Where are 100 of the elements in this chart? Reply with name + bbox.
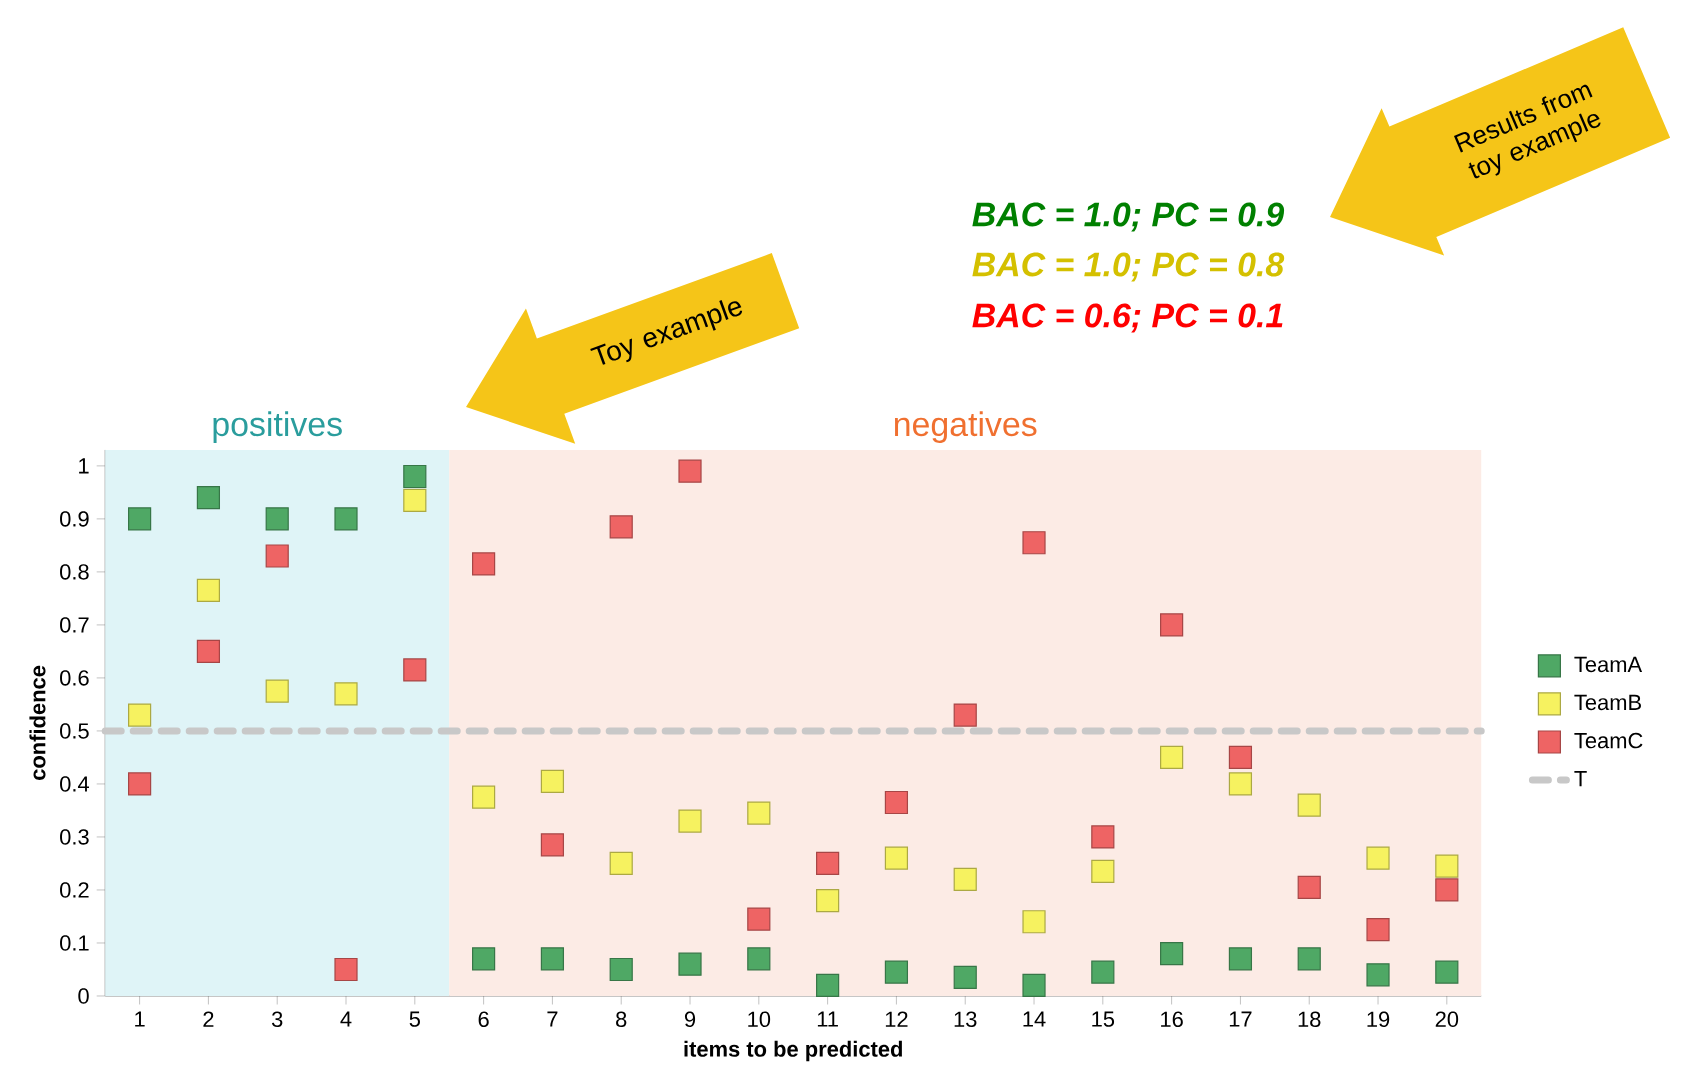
point <box>747 907 771 931</box>
point <box>747 801 771 825</box>
x-tick-label: 11 <box>817 1011 838 1027</box>
band-label: positives <box>213 411 342 443</box>
x-tick-label: 1 <box>135 1011 145 1027</box>
x-tick-label: 3 <box>271 1011 283 1028</box>
point <box>128 772 152 796</box>
x-tick-label: 18 <box>1298 1011 1321 1028</box>
point <box>334 957 358 982</box>
x-tick-label: 13 <box>954 1011 977 1028</box>
point <box>1091 960 1115 984</box>
point <box>128 703 152 727</box>
point <box>1022 910 1046 934</box>
x-tick-label: 19 <box>1367 1011 1390 1028</box>
x-tick-label: 7 <box>547 1011 558 1027</box>
y-tick-label: 0.6 <box>60 670 89 686</box>
x-tick-label: 5 <box>409 1011 420 1027</box>
point <box>1366 846 1390 870</box>
point <box>678 459 702 483</box>
point <box>540 833 565 857</box>
point <box>678 952 702 976</box>
y-tick-label: 0.7 <box>60 617 89 633</box>
text: BAC = 0.6; PC = 0.1 <box>972 303 1283 333</box>
point <box>953 867 977 891</box>
point <box>1091 825 1115 849</box>
x-tick-label: 15 <box>1092 1011 1115 1027</box>
point <box>1297 875 1321 899</box>
point <box>265 544 289 568</box>
point <box>609 515 633 539</box>
point <box>128 507 152 531</box>
point <box>1091 859 1115 884</box>
x-tick-label: 20 <box>1435 1011 1459 1028</box>
x-tick-label: 14 <box>1023 1011 1046 1027</box>
x-tick-label: 9 <box>684 1011 696 1028</box>
legend-label: TeamC <box>1574 732 1643 749</box>
point <box>884 846 909 870</box>
x-axis-title: items to be predicted <box>684 1040 902 1062</box>
point <box>1297 793 1321 817</box>
point <box>678 809 702 833</box>
point <box>1366 918 1390 942</box>
point <box>540 769 565 793</box>
point <box>1435 878 1459 902</box>
point <box>747 947 771 971</box>
point <box>472 785 496 809</box>
point <box>334 507 358 531</box>
point <box>816 851 840 876</box>
point <box>265 679 289 703</box>
point <box>609 957 633 982</box>
point <box>953 703 977 727</box>
point <box>1366 963 1390 987</box>
point <box>472 947 496 971</box>
y-tick-label: 0.3 <box>60 829 89 845</box>
x-tick-label: 10 <box>748 1011 771 1028</box>
point <box>1435 854 1459 878</box>
point <box>1022 973 1046 997</box>
point <box>196 486 221 510</box>
x-tick-label: 2 <box>203 1011 214 1027</box>
y-axis-title: confidence <box>29 665 46 780</box>
point <box>884 790 909 815</box>
point <box>884 960 909 984</box>
point <box>1160 941 1184 966</box>
point <box>403 488 427 512</box>
y-tick-label: 0.4 <box>60 776 89 792</box>
point <box>1435 960 1459 984</box>
y-tick-label: 0.2 <box>60 882 89 898</box>
point <box>609 851 633 876</box>
text: BAC = 1.0; PC = 0.8 <box>972 252 1285 282</box>
point <box>403 658 427 682</box>
y-tick-label: 0 <box>78 988 89 1004</box>
point <box>472 552 496 576</box>
point <box>1160 613 1184 637</box>
y-tick-label: 0.1 <box>60 935 89 951</box>
point <box>1228 745 1253 770</box>
point <box>334 682 358 706</box>
point <box>1228 947 1253 971</box>
point <box>953 965 977 990</box>
band-label: negatives <box>894 411 1037 443</box>
point <box>1022 531 1046 555</box>
legend-label: T <box>1574 771 1587 787</box>
x-tick-label: 6 <box>478 1011 489 1028</box>
x-tick-label: 12 <box>885 1011 908 1027</box>
point <box>265 507 289 531</box>
point <box>816 973 840 997</box>
legend-label: TeamB <box>1574 694 1641 711</box>
point <box>196 639 221 664</box>
text: BAC = 1.0; PC = 0.9 <box>972 202 1285 232</box>
point <box>403 464 427 489</box>
y-tick-label: 0.9 <box>60 511 89 527</box>
y-tick-label: 0.5 <box>60 723 89 739</box>
x-tick-label: 4 <box>340 1011 352 1027</box>
point <box>1228 772 1253 796</box>
point <box>1160 745 1184 770</box>
point <box>196 578 221 603</box>
x-tick-label: 8 <box>616 1011 627 1028</box>
y-tick-label: 1 <box>79 458 89 474</box>
point <box>540 947 565 971</box>
y-tick-label: 0.8 <box>60 564 89 580</box>
point <box>1297 947 1321 971</box>
legend-label: TeamA <box>1574 656 1643 673</box>
point <box>816 888 840 913</box>
